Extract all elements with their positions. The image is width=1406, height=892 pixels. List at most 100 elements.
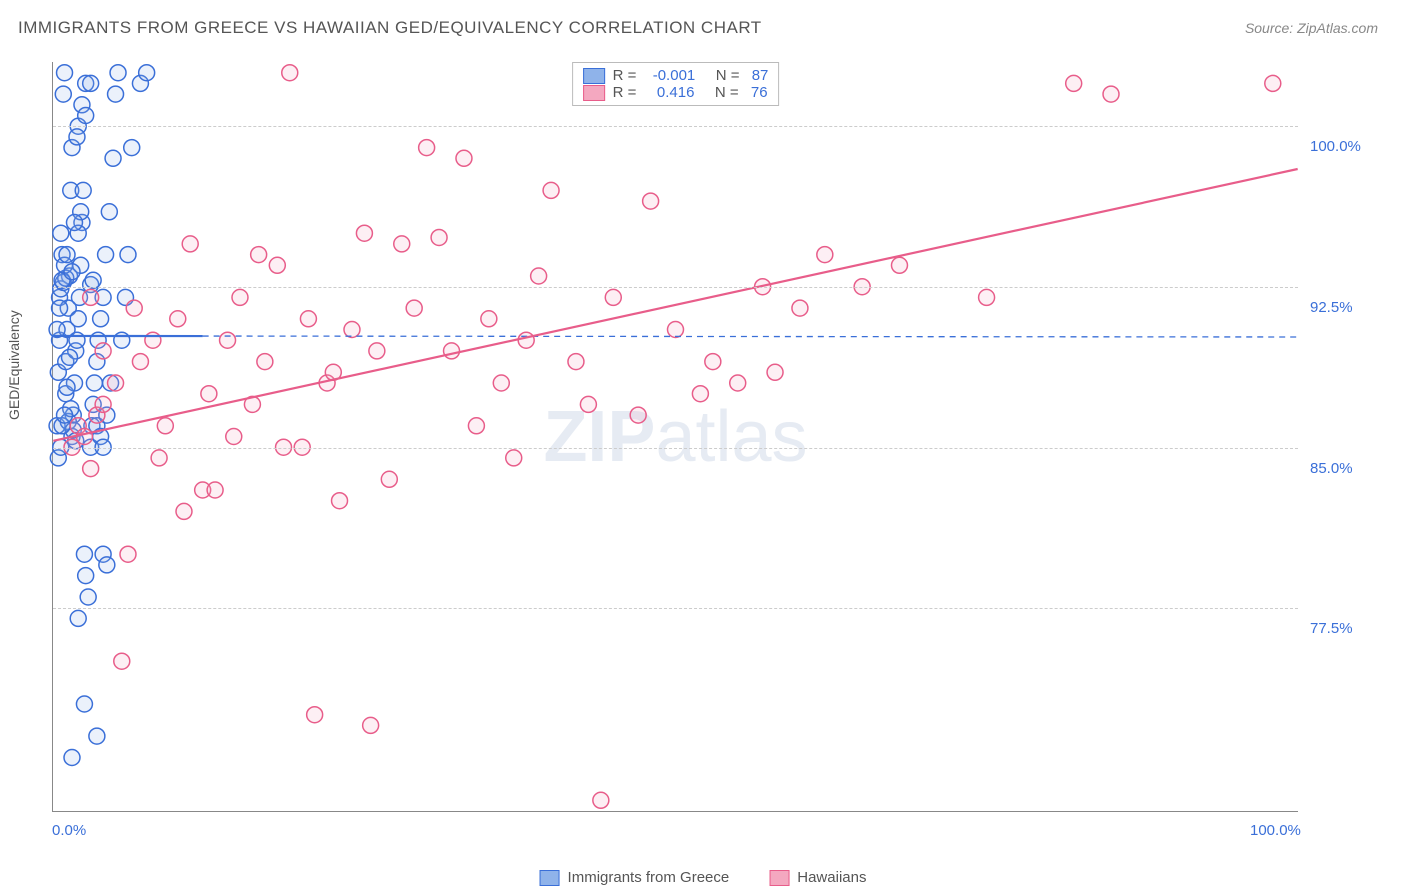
ytick-label: 100.0% [1310, 138, 1361, 155]
scatter-point [580, 396, 596, 412]
scatter-point [456, 150, 472, 166]
scatter-point [132, 354, 148, 370]
scatter-point [95, 396, 111, 412]
scatter-point [120, 247, 136, 263]
scatter-point [817, 247, 833, 263]
scatter-point [76, 429, 92, 445]
scatter-point [692, 386, 708, 402]
n-label: N = [703, 67, 743, 84]
scatter-point [332, 493, 348, 509]
ytick-label: 85.0% [1310, 460, 1353, 477]
swatch-series-2 [583, 85, 605, 101]
legend-item-1: Immigrants from Greece [540, 869, 730, 886]
scatter-point [176, 503, 192, 519]
scatter-point [979, 289, 995, 305]
scatter-point [120, 546, 136, 562]
scatter-point [108, 375, 124, 391]
scatter-point [105, 150, 121, 166]
scatter-point [1103, 86, 1119, 102]
scatter-point [406, 300, 422, 316]
scatter-point [1066, 75, 1082, 91]
scatter-point [126, 300, 142, 316]
scatter-point [99, 557, 115, 573]
xtick-label-right: 100.0% [1250, 822, 1301, 839]
n-label: N = [702, 84, 742, 101]
scatter-point [95, 343, 111, 359]
r-value-1: -0.001 [653, 67, 696, 84]
scatter-point [643, 193, 659, 209]
scatter-point [630, 407, 646, 423]
scatter-point [531, 268, 547, 284]
scatter-point [57, 65, 73, 81]
scatter-point [75, 182, 91, 198]
scatter-point [792, 300, 808, 316]
source-attribution: Source: ZipAtlas.com [1245, 20, 1378, 36]
scatter-point [64, 264, 80, 280]
scatter-point [69, 332, 85, 348]
scatter-point [518, 332, 534, 348]
scatter-point [593, 792, 609, 808]
scatter-point [114, 653, 130, 669]
scatter-point [226, 429, 242, 445]
scatter-point [89, 728, 105, 744]
scatter-point [80, 589, 96, 605]
scatter-point [605, 289, 621, 305]
scatter-point [157, 418, 173, 434]
legend-label-1: Immigrants from Greece [568, 869, 730, 886]
scatter-point [493, 375, 509, 391]
trend-line-dashed [203, 336, 1298, 337]
ytick-label: 92.5% [1310, 299, 1353, 316]
swatch-series-1 [583, 68, 605, 84]
legend-swatch-1 [540, 870, 560, 886]
scatter-point [85, 272, 101, 288]
scatter-point [269, 257, 285, 273]
scatter-point [64, 750, 80, 766]
scatter-point [543, 182, 559, 198]
scatter-point [55, 86, 71, 102]
y-axis-title: GED/Equivalency [6, 310, 22, 420]
scatter-point [59, 379, 75, 395]
scatter-point [891, 257, 907, 273]
scatter-point [70, 311, 86, 327]
correlation-legend: R = -0.001 N = 87 R = 0.416 N = 76 [572, 62, 780, 106]
scatter-point [76, 696, 92, 712]
ytick-label: 77.5% [1310, 620, 1353, 637]
legend-label-2: Hawaiians [797, 869, 866, 886]
scatter-point [419, 140, 435, 156]
scatter-point [1265, 75, 1281, 91]
plot-area: ZIPatlas R = -0.001 N = 87 R = 0.416 N =… [52, 62, 1298, 812]
scatter-point [668, 322, 684, 338]
scatter-point [182, 236, 198, 252]
r-value-2: 0.416 [657, 84, 695, 101]
scatter-point [59, 247, 75, 263]
n-value-2: 76 [751, 84, 768, 101]
scatter-point [76, 546, 92, 562]
scatter-point [257, 354, 273, 370]
scatter-point [251, 247, 267, 263]
scatter-point [93, 311, 109, 327]
scatter-point [381, 471, 397, 487]
scatter-point [307, 707, 323, 723]
scatter-point [69, 129, 85, 145]
scatter-point [344, 322, 360, 338]
scatter-point [57, 407, 73, 423]
scatter-point [83, 289, 99, 305]
xtick-label-left: 0.0% [52, 822, 86, 839]
scatter-point [52, 300, 68, 316]
scatter-point [356, 225, 372, 241]
scatter-point [70, 610, 86, 626]
scatter-point [110, 65, 126, 81]
scatter-point [767, 364, 783, 380]
scatter-point [705, 354, 721, 370]
scatter-point [444, 343, 460, 359]
scatter-point [98, 247, 114, 263]
scatter-point [78, 108, 94, 124]
scatter-point [282, 65, 298, 81]
legend-swatch-2 [769, 870, 789, 886]
scatter-point [363, 717, 379, 733]
scatter-point [86, 375, 102, 391]
scatter-point [78, 568, 94, 584]
correlation-row-2: R = 0.416 N = 76 [583, 84, 769, 101]
scatter-point [220, 332, 236, 348]
chart-title: IMMIGRANTS FROM GREECE VS HAWAIIAN GED/E… [18, 18, 762, 38]
